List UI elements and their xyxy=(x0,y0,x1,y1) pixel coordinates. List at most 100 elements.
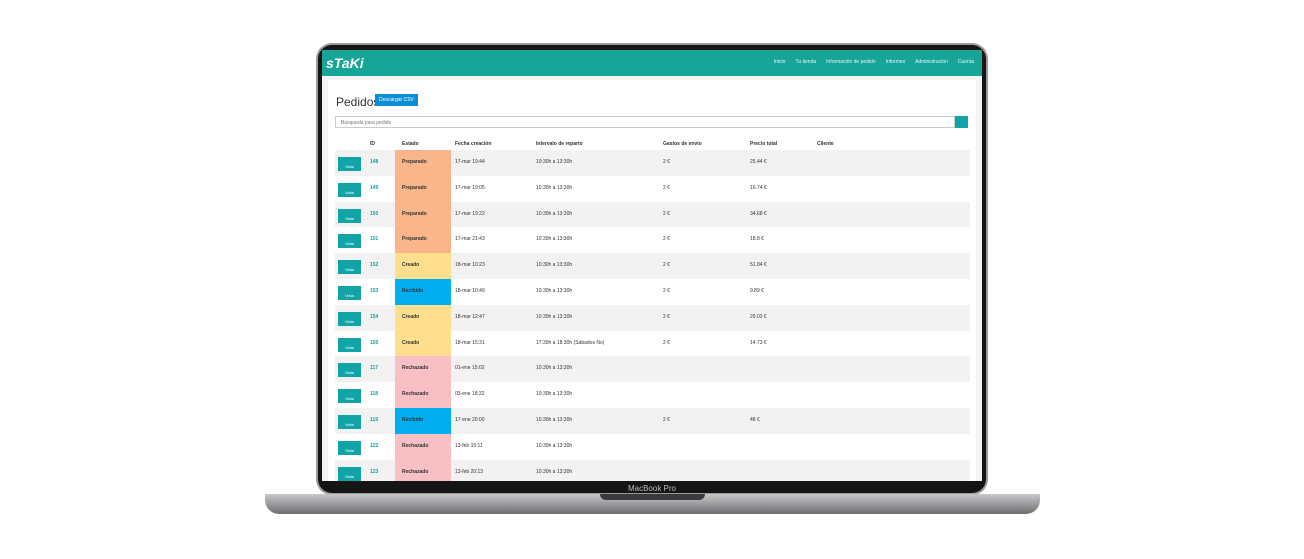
column-header[interactable]: Gastos de envío xyxy=(663,141,702,147)
table-cell: 10:30h a 13:30h xyxy=(536,313,573,320)
table-cell: 17-mar 19:22 xyxy=(455,210,485,217)
table-cell: 10:30h a 13:30h xyxy=(536,391,573,398)
table-row: Vista 151 Preparado 17-mar 21:43 10:30h a 13… xyxy=(335,227,970,254)
column-header[interactable]: Precio total xyxy=(750,141,778,147)
table-cell: Rechazado xyxy=(402,365,429,372)
view-button[interactable]: Vista xyxy=(338,466,361,481)
table-cell: 17-mar 19:44 xyxy=(455,159,485,165)
table-cell: 2 € xyxy=(663,184,670,191)
column-header[interactable]: ID xyxy=(370,141,375,147)
order-id[interactable]: 148 xyxy=(370,159,379,165)
table-cell: Recibido xyxy=(402,417,424,423)
view-button[interactable]: Vista xyxy=(338,363,361,378)
table-cell: 18-mar 15:31 xyxy=(455,339,485,346)
table-cell: Rechazado xyxy=(402,442,429,449)
column-header[interactable]: Cliente xyxy=(817,141,834,147)
view-button[interactable]: Vista xyxy=(338,440,361,455)
table-cell: 17-mar 19:05 xyxy=(455,184,485,191)
table-cell: 25.44 € xyxy=(750,159,767,165)
status-cell xyxy=(395,356,451,383)
table-cell: Rechazado xyxy=(402,468,429,475)
view-button[interactable]: Vista xyxy=(338,286,361,300)
table-row: Vista 118 Rechazado 03-ene 18:32 10:30h a 13… xyxy=(335,382,970,408)
page-title: Pedidos xyxy=(336,95,380,109)
column-header[interactable]: Intervalo de reparto xyxy=(536,141,583,147)
table-cell: Recibido xyxy=(402,288,424,294)
order-id[interactable]: 152 xyxy=(370,262,379,269)
table-cell: 10:30h a 13:30h xyxy=(536,210,573,217)
order-id[interactable]: 117 xyxy=(370,365,379,372)
nav-link[interactable]: Información de pedido xyxy=(826,59,876,65)
nav-link[interactable]: Cuenta xyxy=(957,59,974,65)
nav-links: Inicio Tu tienda Información de pedido Info… xyxy=(774,59,974,65)
status-cell xyxy=(395,279,451,305)
status-cell xyxy=(395,433,451,460)
order-id[interactable]: 118 xyxy=(370,391,379,398)
order-id[interactable]: 154 xyxy=(370,313,379,320)
status-cell xyxy=(395,227,451,254)
status-cell xyxy=(395,150,451,176)
table-cell: 2 € xyxy=(663,210,670,217)
nav-link[interactable]: Tu tienda xyxy=(795,59,817,65)
table-cell: 10:30h a 13:30h xyxy=(536,417,573,423)
laptop-base xyxy=(265,494,1040,514)
view-button[interactable]: Vista xyxy=(338,234,361,249)
table-cell: 51.84 € xyxy=(750,262,767,269)
table-cell: 18-mar 10:23 xyxy=(455,262,485,269)
order-id[interactable]: 151 xyxy=(370,236,379,243)
table-cell: Creado xyxy=(402,339,420,346)
order-id[interactable]: 123 xyxy=(370,468,379,475)
status-cell xyxy=(395,201,451,228)
table-cell: 34.68 € xyxy=(750,210,767,217)
table-cell: 16.74 € xyxy=(750,184,767,191)
table-cell: 13-feb 15:11 xyxy=(455,442,483,449)
table-cell: 10:30h a 13:30h xyxy=(536,442,573,449)
table-row: Vista 148 Preparado 17-mar 19:44 10:30h a 13… xyxy=(335,150,970,176)
status-cell xyxy=(395,253,451,279)
table-cell: 9.89 € xyxy=(750,288,764,294)
search-button[interactable] xyxy=(955,116,968,128)
order-id[interactable]: 155 xyxy=(370,339,379,346)
device-label: MacBook Pro xyxy=(627,484,677,493)
table-cell: 2 € xyxy=(663,288,670,294)
table-cell: 48 € xyxy=(750,417,760,423)
search-input[interactable]: Búsqueda para pedido xyxy=(335,116,955,128)
view-button[interactable]: Vista xyxy=(338,415,361,429)
view-button[interactable]: Vista xyxy=(338,337,361,352)
table-cell: 10:30h a 13:30h xyxy=(536,468,573,475)
table-cell: Creado xyxy=(402,313,420,320)
table-cell: 2 € xyxy=(663,417,670,423)
nav-link[interactable]: Administración xyxy=(915,59,948,65)
table-row: Vista 155 Creado 18-mar 15:31 17:30h a 18:30… xyxy=(335,330,970,357)
column-header[interactable]: Estado xyxy=(402,141,419,147)
order-id[interactable]: 149 xyxy=(370,184,379,191)
table-cell: 10:30h a 13:30h xyxy=(536,236,573,243)
table-cell: 2 € xyxy=(663,262,670,269)
table-cell: 18.8 € xyxy=(750,236,764,243)
view-button[interactable]: Vista xyxy=(338,260,361,275)
view-button[interactable]: Vista xyxy=(338,157,361,171)
table-cell: Rechazado xyxy=(402,391,429,398)
nav-link[interactable]: Inicio xyxy=(773,59,786,65)
table-row: Vista 150 Preparado 17-mar 19:22 10:30h a 13… xyxy=(335,201,970,228)
view-button[interactable]: Vista xyxy=(338,208,361,223)
view-button[interactable]: Vista xyxy=(338,311,361,326)
order-id[interactable]: 153 xyxy=(370,288,379,294)
table-cell: 17-mar 21:43 xyxy=(455,236,485,243)
table-cell: Preparado xyxy=(402,159,427,165)
table-cell: Preparado xyxy=(402,184,427,191)
table-cell: Preparado xyxy=(402,236,427,243)
order-id[interactable]: 150 xyxy=(370,210,379,217)
screen: sTaKi Inicio Tu tienda Información de pedi… xyxy=(322,50,982,481)
table-row: Vista 149 Preparado 17-mar 19:05 10:30h a 13… xyxy=(335,175,970,202)
order-id[interactable]: 122 xyxy=(370,442,379,449)
table-cell: Preparado xyxy=(402,210,427,217)
csv-button[interactable]: Descargar CSV xyxy=(375,94,418,106)
view-button[interactable]: Vista xyxy=(338,389,361,404)
table-cell: 10:30h a 13:30h xyxy=(536,262,573,269)
column-header[interactable]: Fecha creación xyxy=(455,141,492,147)
nav-link[interactable]: Informes xyxy=(885,59,906,65)
logo[interactable]: sTaKi xyxy=(326,55,364,71)
order-id[interactable]: 119 xyxy=(370,417,379,423)
view-button[interactable]: Vista xyxy=(338,182,361,197)
